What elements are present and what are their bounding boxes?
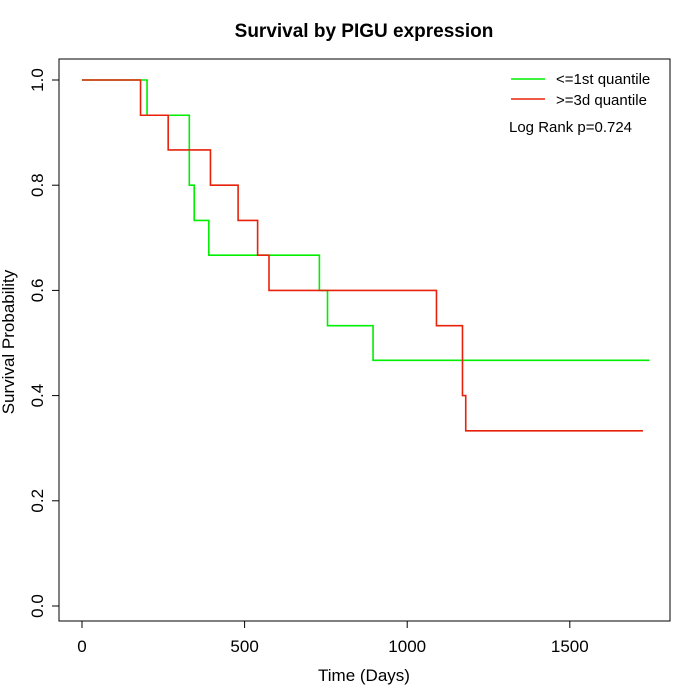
y-tick-label: 0.2 xyxy=(28,489,47,513)
x-tick-label: 500 xyxy=(230,637,258,656)
x-axis: 0 500 1000 1500 xyxy=(77,620,589,656)
y-tick-label: 0.6 xyxy=(28,279,47,303)
series-line-1 xyxy=(82,79,643,432)
legend: <=1st quantile >=3d quantile xyxy=(511,71,650,109)
y-tick-label: 0.8 xyxy=(28,173,47,197)
y-axis: 0.0 0.2 0.4 0.6 0.8 1.0 xyxy=(28,68,60,618)
x-tick-label: 1500 xyxy=(551,637,589,656)
x-tick-label: 0 xyxy=(77,637,86,656)
legend-label-high: >=3d quantile xyxy=(556,92,647,109)
legend-label-low: <=1st quantile xyxy=(556,71,650,88)
x-tick-label: 1000 xyxy=(388,637,426,656)
log-rank-annotation: Log Rank p=0.724 xyxy=(509,119,632,136)
y-tick-label: 0.4 xyxy=(28,384,47,408)
y-tick-label: 0.0 xyxy=(28,594,47,618)
chart-title: Survival by PIGU expression xyxy=(235,21,494,42)
y-tick-label: 1.0 xyxy=(28,68,47,92)
y-axis-label: Survival Probability xyxy=(0,269,18,414)
x-axis-label: Time (Days) xyxy=(318,666,410,685)
series-layer xyxy=(82,79,650,432)
